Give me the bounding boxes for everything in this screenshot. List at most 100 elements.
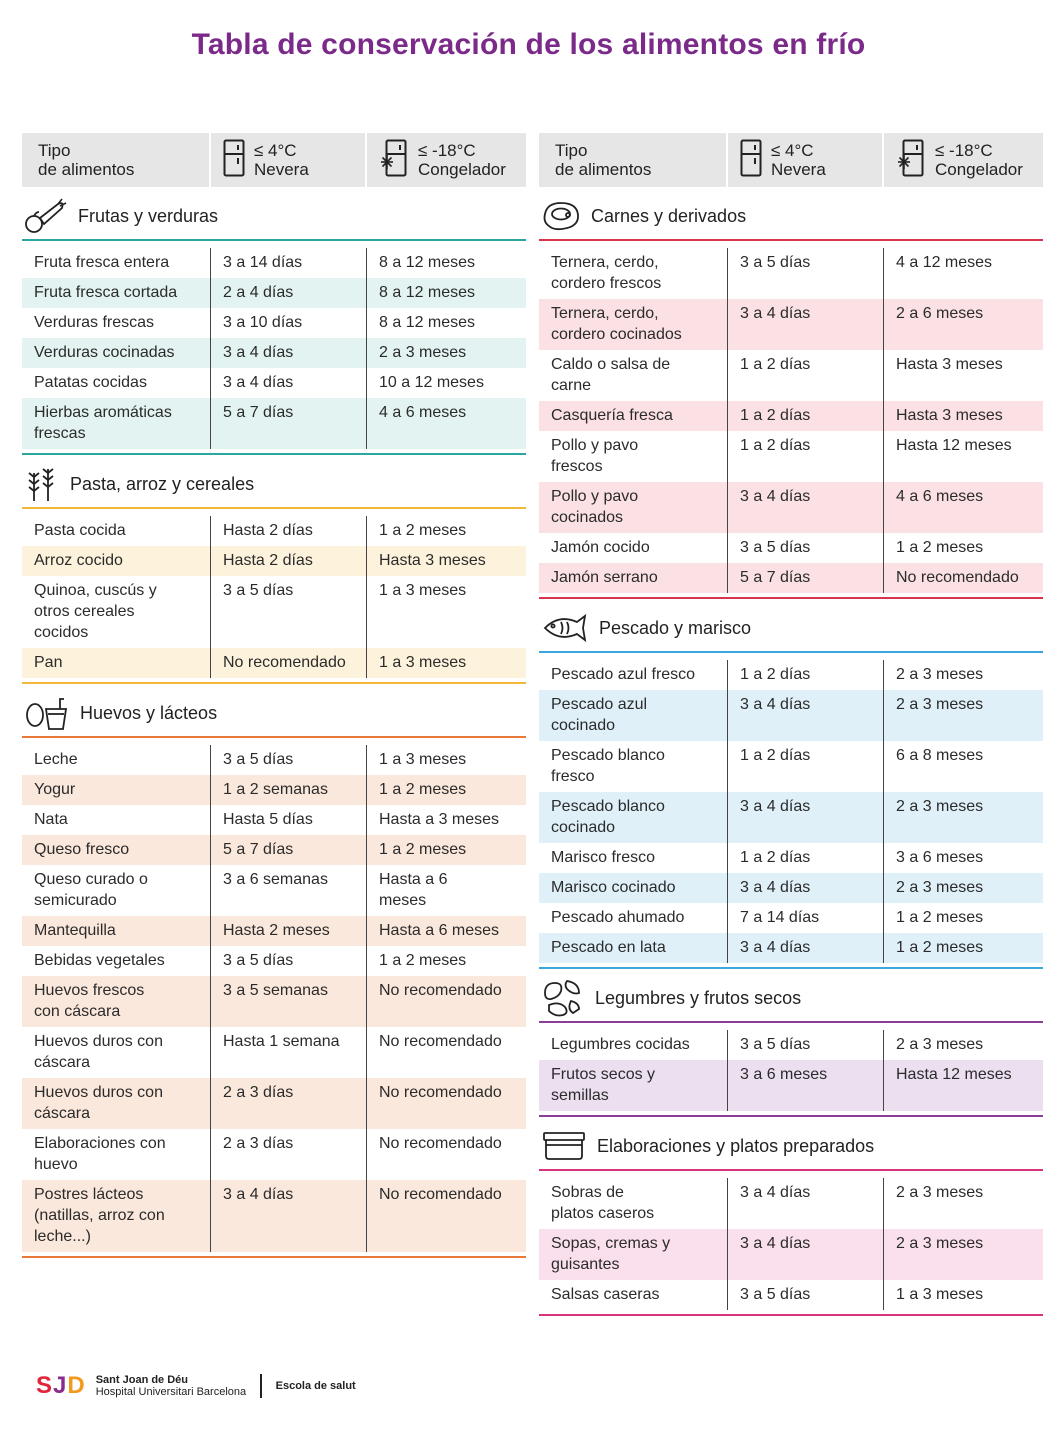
- freezer-time: No recomendado: [884, 563, 1043, 593]
- table-row: Marisco fresco 1 a 2 días 3 a 6 meses: [539, 843, 1043, 873]
- wheat-icon: [24, 465, 60, 503]
- freezer-time: 1 a 2 meses: [896, 539, 984, 556]
- freezer-time: 2 a 6 meses: [884, 299, 1043, 350]
- food-name: Huevos duros con cáscara: [22, 1027, 211, 1078]
- food-section: Pasta, arroz y cereales Pasta cocida Hasta…: [22, 467, 526, 684]
- section-table: Legumbres cocidas 3 a 5 días 2 a 3 meses Fr…: [539, 1021, 1043, 1117]
- header-fridge-label: ≤ 4°C Nevera: [771, 141, 826, 179]
- table-row: Nata Hasta 5 días Hasta a 3 meses: [22, 805, 526, 835]
- food-name: Ternera, cerdo, cordero frescos: [539, 248, 728, 299]
- freezer-name: Congelador: [418, 160, 506, 179]
- fridge-temp: ≤ 4°C: [771, 141, 814, 160]
- food-name: Caldo o salsa de carne: [539, 350, 728, 401]
- section-header: Frutas y verduras: [22, 198, 526, 233]
- food-name: Huevos frescos con cáscara: [22, 976, 211, 1027]
- section-title: Carnes y derivados: [591, 205, 747, 226]
- table-row: Arroz cocido Hasta 2 días Hasta 3 meses: [22, 546, 526, 576]
- food-name: Pescado azul fresco: [539, 660, 728, 690]
- food-name: Frutos secos y semillas: [539, 1060, 728, 1111]
- table-header: Tipo de alimentos ≤ 4°C Nevera ≤ -18°C Conge…: [22, 133, 526, 187]
- freezer-time: 1 a 2 meses: [367, 775, 526, 805]
- fridge-time: 3 a 5 días: [728, 1280, 884, 1310]
- food-name: Hierbas aromáticas frescas: [22, 398, 211, 449]
- section-title: Pescado y marisco: [599, 617, 752, 638]
- fridge-time: 3 a 5 días: [728, 1030, 884, 1060]
- fridge-time: Hasta 2 días: [211, 546, 367, 576]
- fridge-time: 3 a 4 días: [728, 933, 884, 963]
- freezer-time: 2 a 3 meses: [884, 873, 1043, 903]
- fridge-time: 3 a 5 días: [728, 533, 884, 563]
- fridge-icon: [223, 139, 245, 181]
- fridge-icon: [740, 139, 762, 181]
- food-name: Sopas, cremas y guisantes: [539, 1229, 728, 1280]
- sjd-logo: SJD: [36, 1372, 86, 1399]
- header-freezer-label: ≤ -18°C Congelador: [418, 141, 506, 179]
- left-column: Tipo de alimentos ≤ 4°C Nevera ≤ -18°C Conge…: [22, 133, 526, 1258]
- fridge-time: 5 a 7 días: [211, 398, 367, 449]
- freezer-time: 1 a 3 meses: [379, 582, 467, 599]
- freezer-time: 1 a 2 meses: [896, 909, 984, 926]
- freezer-name: Congelador: [935, 160, 1023, 179]
- food-name: Sobras de platos caseros: [539, 1178, 728, 1229]
- freezer-time: 1 a 2 meses: [367, 835, 526, 865]
- section-header: Pasta, arroz y cereales: [22, 467, 526, 501]
- freezer-time: Hasta 3 meses: [884, 401, 1043, 431]
- school-label: Escola de salut: [275, 1380, 356, 1392]
- section-title: Frutas y verduras: [78, 205, 219, 226]
- section-table: Ternera, cerdo, cordero frescos 3 a 5 día…: [539, 239, 1043, 599]
- table-row: Verduras cocinadas 3 a 4 días 2 a 3 meses: [22, 338, 526, 368]
- fridge-time: 3 a 6 semanas: [211, 865, 367, 916]
- table-row: Sopas, cremas y guisantes 3 a 4 días 2 a 3…: [539, 1229, 1043, 1280]
- freezer-icon: [896, 139, 926, 181]
- fridge-time: 3 a 10 días: [211, 308, 367, 338]
- food-section: Frutas y verduras Fruta fresca entera 3 a …: [22, 198, 526, 455]
- fridge-time: 3 a 5 semanas: [211, 976, 367, 1027]
- table-row: Hierbas aromáticas frescas 5 a 7 días 4 a …: [22, 398, 526, 449]
- food-name: Salsas caseras: [539, 1280, 728, 1310]
- fridge-time: 3 a 5 días: [211, 576, 367, 648]
- freezer-time: 2 a 3 meses: [896, 1184, 984, 1201]
- fridge-time: 1 a 2 días: [728, 431, 884, 482]
- freezer-time: 1 a 2 meses: [884, 933, 1043, 963]
- food-section: Huevos y lácteos Leche 3 a 5 días 1 a 3 mes…: [22, 696, 526, 1258]
- fridge-time: 2 a 4 días: [211, 278, 367, 308]
- freezer-time: 1 a 3 meses: [367, 648, 526, 678]
- header-freezer: ≤ -18°C Congelador: [367, 133, 526, 187]
- container-icon: [541, 1130, 587, 1162]
- freezer-time: 2 a 3 meses: [884, 1229, 1043, 1280]
- fridge-time: No recomendado: [211, 648, 367, 678]
- table-row: Verduras frescas 3 a 10 días 8 a 12 meses: [22, 308, 526, 338]
- table-row: Patatas cocidas 3 a 4 días 10 a 12 meses: [22, 368, 526, 398]
- food-name: Jamón cocido: [539, 533, 728, 563]
- section-title: Pasta, arroz y cereales: [70, 473, 255, 494]
- freezer-time: 3 a 6 meses: [896, 849, 984, 866]
- table-row: Fruta fresca entera 3 a 14 días 8 a 12 mes…: [22, 248, 526, 278]
- table-row: Pan No recomendado 1 a 3 meses: [22, 648, 526, 678]
- nuts-icon: [541, 979, 585, 1017]
- food-name: Pescado blanco cocinado: [539, 792, 728, 843]
- food-name: Quinoa, cuscús y otros cereales cocidos: [22, 576, 211, 648]
- table-row: Ternera, cerdo, cordero cocinados 3 a 4 d…: [539, 299, 1043, 350]
- table-row: Ternera, cerdo, cordero frescos 3 a 5 día…: [539, 248, 1043, 299]
- table-row: Pescado blanco fresco 1 a 2 días 6 a 8 mes…: [539, 741, 1043, 792]
- section-table: Fruta fresca entera 3 a 14 días 8 a 12 mes…: [22, 239, 526, 455]
- freezer-time: 10 a 12 meses: [379, 374, 484, 391]
- header-fridge: ≤ 4°C Nevera: [211, 133, 367, 187]
- food-name: Nata: [22, 805, 211, 835]
- freezer-temp: ≤ -18°C: [418, 141, 476, 160]
- freezer-time: Hasta 3 meses: [896, 356, 1003, 373]
- table-row: Pollo y pavo frescos 1 a 2 días Hasta 12 m…: [539, 431, 1043, 482]
- freezer-time: 1 a 2 meses: [379, 952, 467, 969]
- food-name: Pasta cocida: [22, 516, 211, 546]
- food-name: Huevos duros con cáscara: [22, 1078, 211, 1129]
- table-row: Casquería fresca 1 a 2 días Hasta 3 meses: [539, 401, 1043, 431]
- freezer-time: Hasta 3 meses: [367, 546, 526, 576]
- freezer-time: 1 a 3 meses: [379, 751, 467, 768]
- freezer-time: No recomendado: [367, 1180, 526, 1252]
- egg-yogurt-icon: [24, 695, 70, 731]
- freezer-time: 4 a 6 meses: [367, 398, 526, 449]
- freezer-temp: ≤ -18°C: [935, 141, 993, 160]
- table-row: Pescado azul cocinado 3 a 4 días 2 a 3 mes…: [539, 690, 1043, 741]
- food-name: Verduras frescas: [22, 308, 211, 338]
- fridge-time: Hasta 1 semana: [211, 1027, 367, 1078]
